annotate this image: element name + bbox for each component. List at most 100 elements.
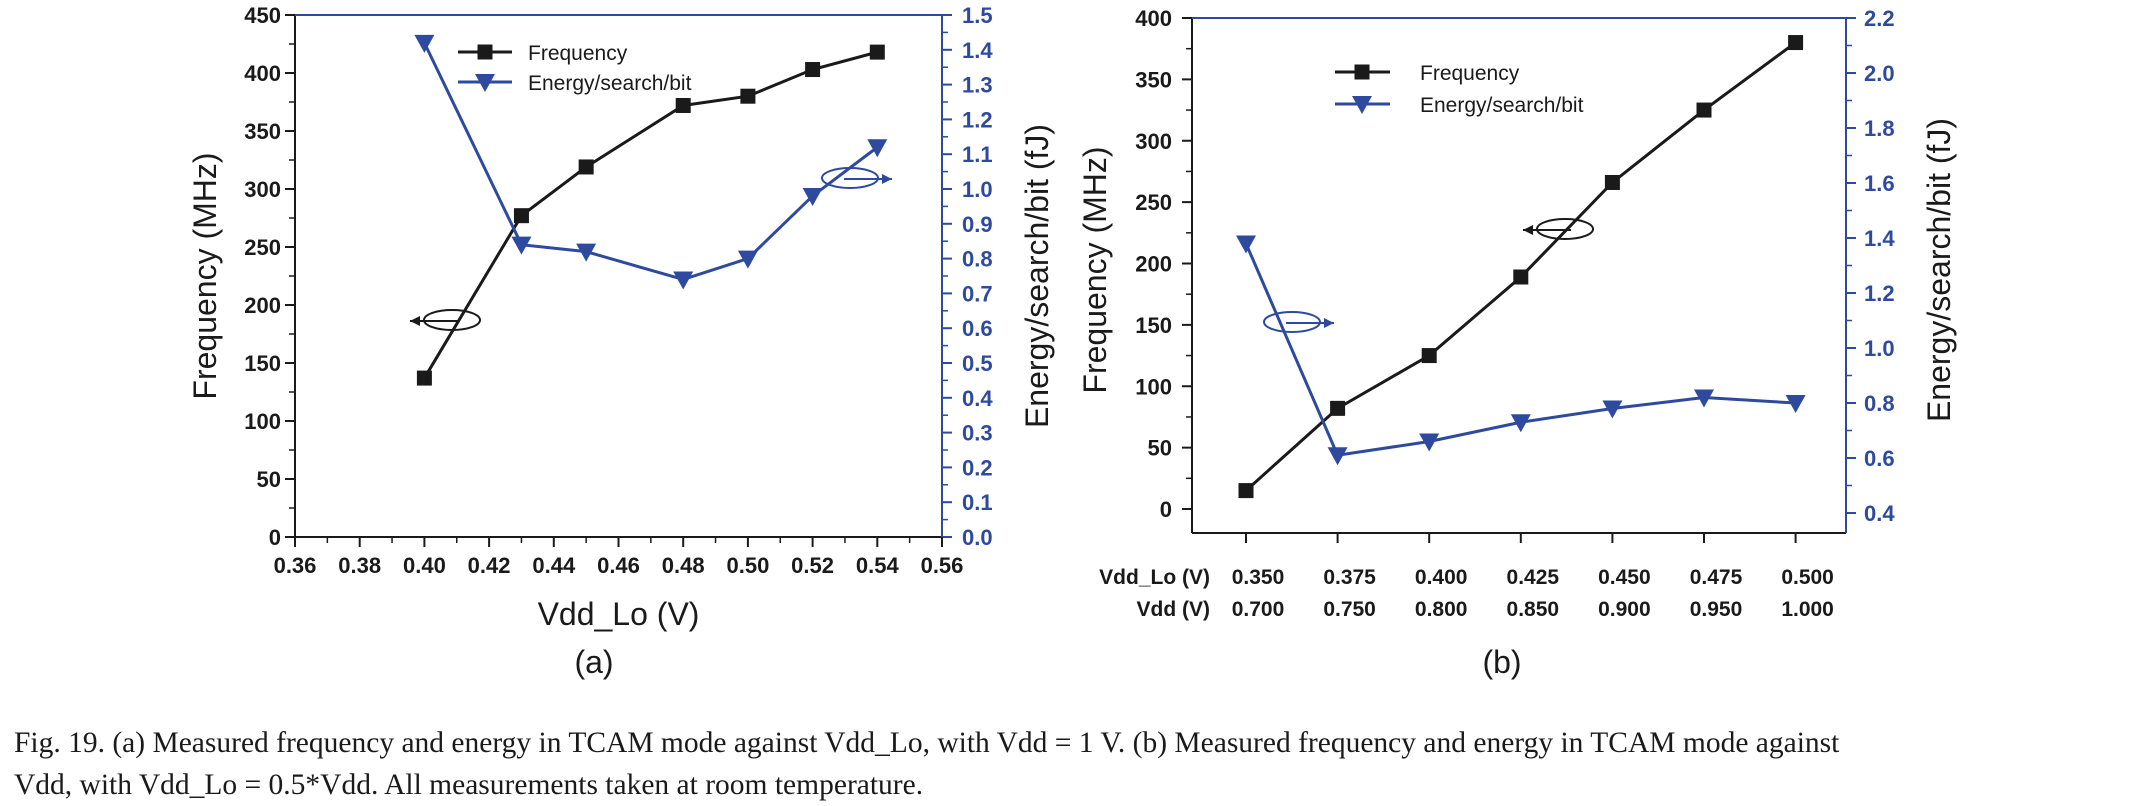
a-data-point-0 xyxy=(740,88,756,104)
b-x-tick-label-vddlo: 0.500 xyxy=(1781,566,1834,589)
b-data-point-0 xyxy=(1421,348,1437,364)
a-energy-axis-arrow xyxy=(821,167,892,189)
a-legend-marker xyxy=(477,44,493,60)
b-data-point-1 xyxy=(1236,235,1256,254)
b-x-tick-label-vdd: 0.700 xyxy=(1232,598,1285,621)
b-y-tick-label: 50 xyxy=(1148,436,1172,461)
b-x-tick-label-vdd: 0.950 xyxy=(1690,598,1743,621)
a-y-tick-label: 250 xyxy=(244,235,281,260)
a-y2-tick-label: 0.4 xyxy=(962,386,993,411)
b-y-tick-label: 350 xyxy=(1135,67,1172,92)
a-data-point-0 xyxy=(805,62,821,78)
b-y-tick-label: 400 xyxy=(1135,6,1172,31)
a-data-point-1 xyxy=(867,139,888,158)
b-x-tick-label-vdd: 0.900 xyxy=(1598,598,1651,621)
a-data-point-1 xyxy=(414,34,435,53)
b-y-tick-label: 0 xyxy=(1160,497,1172,522)
a-energy-axis-arrow-head xyxy=(882,174,892,184)
a-x-tick-label: 0.56 xyxy=(921,553,964,578)
b-x-tick-label-vdd: 0.750 xyxy=(1323,598,1376,621)
b-x-row-label-vdd: Vdd (V) xyxy=(1137,598,1211,621)
a-x-tick-label: 0.50 xyxy=(726,553,769,578)
a-panel-label: (a) xyxy=(574,644,613,680)
a-data-point-1 xyxy=(673,271,694,290)
b-x-tick-label-vdd: 1.000 xyxy=(1781,598,1834,621)
b-x-tick-label-vddlo: 0.350 xyxy=(1232,566,1285,589)
b-y2-tick-label: 1.6 xyxy=(1864,171,1895,196)
b-data-point-0 xyxy=(1238,483,1254,499)
b-data-point-0 xyxy=(1604,174,1620,190)
b-y2-tick-label: 2.0 xyxy=(1864,61,1895,86)
a-legend-label: Frequency xyxy=(528,42,628,65)
b-y2-tick-label: 0.6 xyxy=(1864,446,1895,471)
b-x-tick-label-vddlo: 0.400 xyxy=(1415,566,1468,589)
b-data-point-1 xyxy=(1510,414,1531,433)
a-y-tick-label: 400 xyxy=(244,61,281,86)
a-data-point-0 xyxy=(869,44,885,60)
a-y2-tick-label: 0.1 xyxy=(962,490,993,515)
a-frequency-axis-arrow xyxy=(410,309,481,331)
a-x-tick-label: 0.44 xyxy=(532,553,576,578)
a-y-tick-label: 450 xyxy=(244,3,281,28)
b-y-tick-label: 100 xyxy=(1135,374,1172,399)
a-frequency-axis-arrow-head xyxy=(410,316,420,326)
a-y2-tick-label: 1.3 xyxy=(962,73,993,98)
b-x-tick-label-vdd: 0.800 xyxy=(1415,598,1468,621)
caption-line-2: Vdd, with Vdd_Lo = 0.5*Vdd. All measurem… xyxy=(14,769,924,801)
a-y-tick-label: 200 xyxy=(244,293,281,318)
a-y-tick-label: 150 xyxy=(244,351,281,376)
b-y2-tick-label: 1.0 xyxy=(1864,336,1895,361)
a-y2-tick-label: 0.7 xyxy=(962,281,993,306)
b-data-point-0 xyxy=(1330,400,1346,416)
b-data-point-1 xyxy=(1602,400,1623,419)
a-y-tick-label: 0 xyxy=(269,525,281,550)
a-y-tick-label: 350 xyxy=(244,119,281,144)
b-x-tick-label-vddlo: 0.450 xyxy=(1598,566,1651,589)
a-y2-tick-label: 0.9 xyxy=(962,212,993,237)
b-y-axis-label: Frequency (MHz) xyxy=(1077,146,1113,393)
a-y2-tick-label: 1.1 xyxy=(962,142,993,167)
b-y-tick-label: 300 xyxy=(1135,129,1172,154)
a-y2-tick-label: 0.8 xyxy=(962,247,993,272)
a-y2-tick-label: 1.0 xyxy=(962,177,993,202)
a-data-point-1 xyxy=(511,236,532,255)
b-x-tick-label-vdd: 0.850 xyxy=(1507,598,1560,621)
a-y2-axis-label: Energy/search/bit (fJ) xyxy=(1019,124,1055,428)
b-data-point-0 xyxy=(1788,35,1804,51)
a-x-tick-label: 0.38 xyxy=(338,553,381,578)
b-data-point-1 xyxy=(1419,433,1440,452)
b-y2-axis-label: Energy/search/bit (fJ) xyxy=(1921,118,1957,422)
a-y-tick-label: 100 xyxy=(244,409,281,434)
b-y-tick-label: 250 xyxy=(1135,190,1172,215)
a-x-tick-label: 0.40 xyxy=(403,553,446,578)
b-y2-tick-label: 0.4 xyxy=(1864,501,1895,526)
a-x-tick-label: 0.36 xyxy=(274,553,317,578)
a-x-tick-label: 0.52 xyxy=(791,553,834,578)
b-x-tick-label-vddlo: 0.475 xyxy=(1690,566,1743,589)
b-y2-tick-label: 2.2 xyxy=(1864,6,1895,31)
b-legend-label: Frequency xyxy=(1420,62,1520,85)
b-data-point-0 xyxy=(1513,269,1529,285)
panel-a-chart: 0 50 100 150 200 250 300 350 400 450 0.0 0.1 0.2 0.3 0… xyxy=(187,3,1055,680)
b-legend-marker xyxy=(1352,96,1372,114)
caption-line-1: Fig. 19. (a) Measured frequency and ener… xyxy=(14,727,1840,759)
b-data-point-1 xyxy=(1785,395,1806,413)
a-y2-tick-label: 0.3 xyxy=(962,421,993,446)
b-y-tick-label: 150 xyxy=(1135,313,1172,338)
b-energy-axis-arrow xyxy=(1263,311,1334,333)
panel-b-chart: 0 50 100 150 200 250 300 350 400 0.4 0.6 0.8 1.0 1.2 1… xyxy=(1077,6,1957,680)
b-x-tick-label-vddlo: 0.425 xyxy=(1507,566,1560,589)
figure-19: 0 50 100 150 200 250 300 350 400 450 0.0 0.1 0.2 0.3 0… xyxy=(187,3,1957,680)
a-legend-marker xyxy=(475,74,495,92)
a-x-tick-label: 0.42 xyxy=(468,553,511,578)
a-y2-tick-label: 0.0 xyxy=(962,525,993,550)
a-x-tick-label: 0.48 xyxy=(662,553,705,578)
a-y2-tick-label: 1.2 xyxy=(962,107,993,132)
b-frequency-axis-arrow xyxy=(1523,218,1594,240)
b-data-point-1 xyxy=(1327,447,1348,466)
b-frequency-axis-arrow-head xyxy=(1523,225,1533,235)
b-y2-tick-label: 1.2 xyxy=(1864,281,1895,306)
a-series-line-0 xyxy=(423,50,878,379)
a-data-point-1 xyxy=(576,243,597,262)
b-y2-tick-label: 0.8 xyxy=(1864,391,1895,416)
